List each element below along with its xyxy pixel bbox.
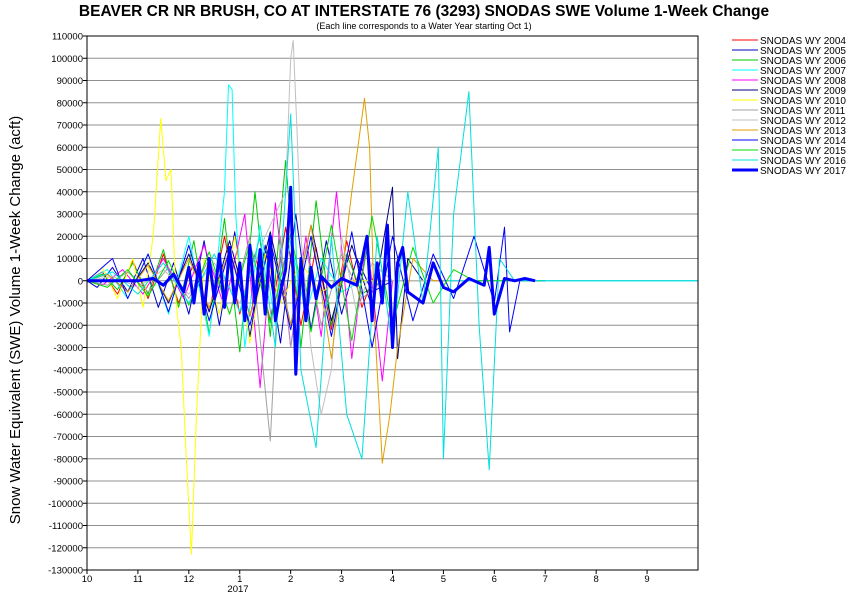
y-tick-label: -120000 <box>48 543 83 554</box>
legend-entry: SNODAS WY 2009 <box>760 86 846 97</box>
y-tick-label: -70000 <box>53 432 83 443</box>
series-line <box>87 185 536 376</box>
y-tick-label: 70000 <box>57 121 83 132</box>
legend-entry: SNODAS WY 2007 <box>760 66 846 77</box>
x-tick-label: 12 <box>184 574 195 585</box>
y-tick-label: -130000 <box>48 566 83 577</box>
y-tick-label: -40000 <box>53 365 83 376</box>
y-tick-label: -80000 <box>53 454 83 465</box>
x-tick-label: 2 <box>288 574 293 585</box>
y-tick-label: 30000 <box>57 210 83 221</box>
y-tick-label: -30000 <box>53 343 83 354</box>
y-tick-label: -110000 <box>49 521 83 532</box>
series-line <box>86 235 444 442</box>
y-tick-label: 20000 <box>57 232 83 243</box>
series-line <box>86 97 444 464</box>
legend-entry: SNODAS WY 2012 <box>760 116 846 127</box>
x-tick-label: 8 <box>594 574 599 585</box>
y-axis-ticks: 1100001000009000080000700006000050000400… <box>48 32 87 577</box>
y-tick-label: 10000 <box>57 254 83 265</box>
legend-entry: SNODAS WY 2008 <box>760 76 846 87</box>
x-tick-label: 5 <box>441 574 446 585</box>
series-line <box>86 117 444 555</box>
x-tick-label: 9 <box>644 574 649 585</box>
y-tick-label: -20000 <box>53 321 83 332</box>
y-tick-label: 80000 <box>57 98 83 109</box>
y-tick-label: -50000 <box>53 388 83 399</box>
x-axis-ticks: 10 11 12 1 2 3 4 5 6 7 8 9 <box>82 570 650 585</box>
y-tick-label: 0 <box>78 276 83 287</box>
x-tick-label: 1 <box>237 574 242 585</box>
legend-entry: SNODAS WY 2010 <box>760 96 846 107</box>
y-tick-label: -90000 <box>53 477 83 488</box>
y-tick-label: 40000 <box>57 187 83 198</box>
y-tick-label: -60000 <box>53 410 83 421</box>
legend-entry: SNODAS WY 2011 <box>760 106 846 117</box>
plot-area <box>86 35 699 571</box>
chart-title: BEAVER CR NR BRUSH, CO AT INTERSTATE 76 … <box>79 3 770 20</box>
series-line <box>86 40 444 415</box>
series-lines <box>86 40 698 555</box>
x-tick-label: 11 <box>133 574 143 585</box>
x-tick-label: 3 <box>339 574 344 585</box>
series-line <box>86 84 698 348</box>
x-tick-label: 6 <box>492 574 497 585</box>
y-tick-label: 60000 <box>57 143 83 154</box>
legend-entry: SNODAS WY 2013 <box>760 126 846 137</box>
x-tick-label: 10 <box>82 574 93 585</box>
x-axis-year-label: 2017 <box>227 584 248 595</box>
series-line <box>86 226 546 348</box>
legend-entry: SNODAS WY 2004 <box>760 36 846 47</box>
y-tick-label: 50000 <box>57 165 83 176</box>
x-tick-label: 7 <box>543 574 548 585</box>
x-tick-label: 4 <box>390 574 395 585</box>
y-tick-label: 90000 <box>57 76 83 87</box>
y-tick-label: -100000 <box>48 499 83 510</box>
legend-entry: SNODAS WY 2016 <box>760 156 846 167</box>
chart-subtitle: (Each line corresponds to a Water Year s… <box>316 21 531 31</box>
y-tick-label: 100000 <box>51 54 83 65</box>
legend-entry: SNODAS WY 2015 <box>760 146 846 157</box>
legend-entry: SNODAS WY 2006 <box>760 56 846 67</box>
legend-entry: SNODAS WY 2017 <box>760 166 846 177</box>
y-axis-label: Snow Water Equivalent (SWE) Volume 1-Wee… <box>7 116 24 525</box>
legend-entry: SNODAS WY 2014 <box>760 136 846 147</box>
y-tick-label: 110000 <box>52 32 83 43</box>
y-tick-label: -10000 <box>53 299 83 310</box>
legend-entry: SNODAS WY 2005 <box>760 46 846 57</box>
